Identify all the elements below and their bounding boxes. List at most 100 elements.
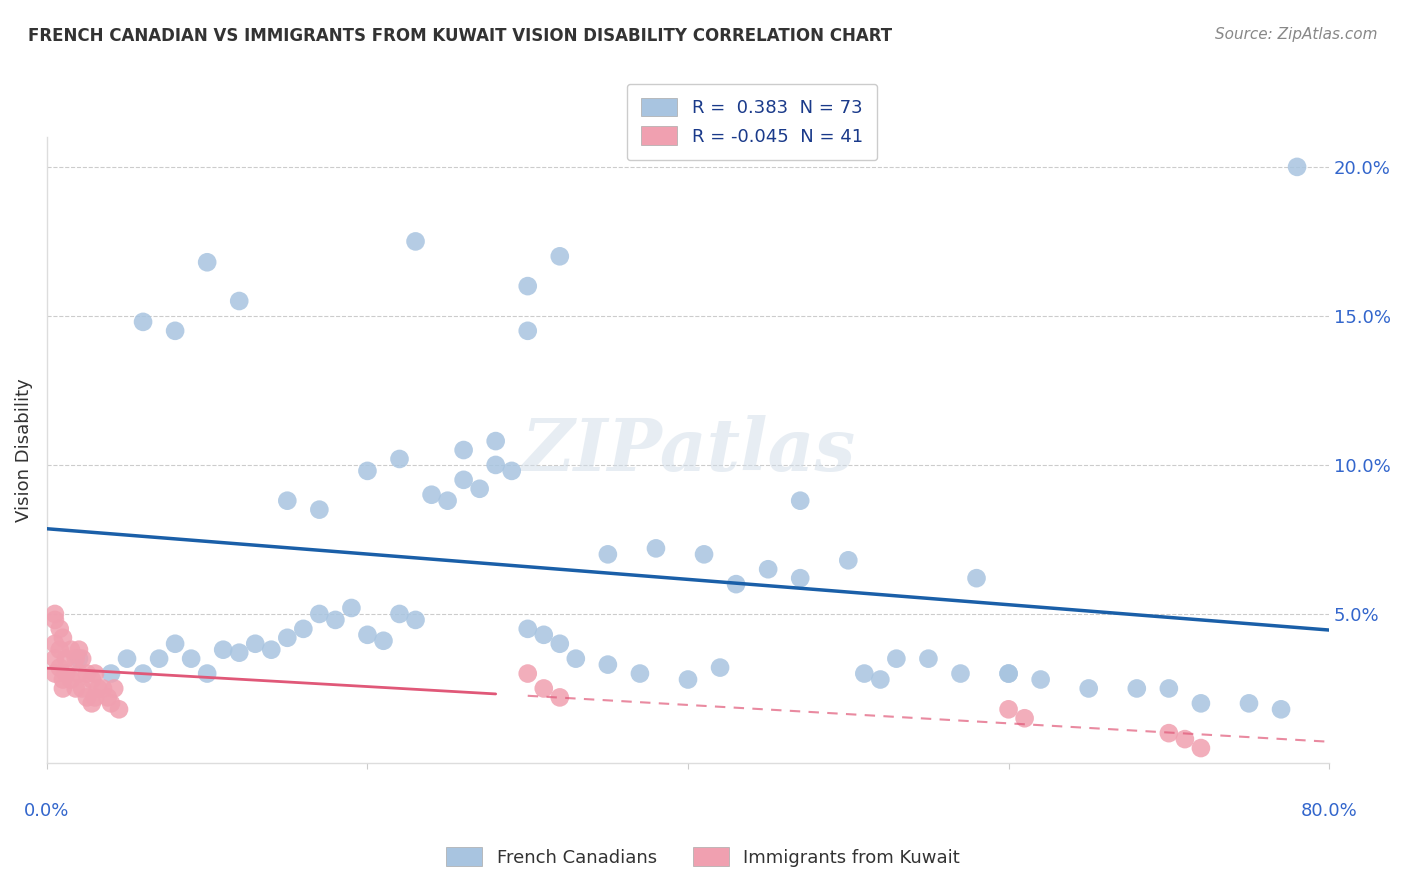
- Point: [516, 324, 538, 338]
- Point: [405, 235, 427, 249]
- Point: [52, 631, 75, 645]
- Point: [388, 607, 411, 621]
- Point: [195, 666, 218, 681]
- Point: [869, 673, 891, 687]
- Point: [596, 547, 619, 561]
- Point: [80, 673, 103, 687]
- Point: [966, 571, 988, 585]
- Point: [1286, 160, 1309, 174]
- Point: [55, 651, 77, 665]
- Point: [645, 541, 668, 556]
- Point: [501, 464, 523, 478]
- Text: Source: ZipAtlas.com: Source: ZipAtlas.com: [1215, 27, 1378, 42]
- Point: [245, 637, 267, 651]
- Point: [356, 628, 378, 642]
- Point: [228, 293, 250, 308]
- Y-axis label: Vision Disability: Vision Disability: [15, 378, 32, 522]
- Point: [108, 702, 131, 716]
- Point: [453, 473, 475, 487]
- Point: [59, 673, 82, 687]
- Point: [59, 642, 82, 657]
- Point: [165, 324, 187, 338]
- Point: [516, 622, 538, 636]
- Point: [516, 279, 538, 293]
- Point: [195, 255, 218, 269]
- Point: [1189, 697, 1212, 711]
- Point: [70, 681, 93, 696]
- Point: [886, 651, 908, 665]
- Point: [44, 666, 66, 681]
- Text: 0.0%: 0.0%: [24, 802, 69, 820]
- Point: [388, 452, 411, 467]
- Point: [373, 633, 395, 648]
- Point: [76, 690, 98, 705]
- Point: [91, 681, 114, 696]
- Legend: R =  0.383  N = 73, R = -0.045  N = 41: R = 0.383 N = 73, R = -0.045 N = 41: [627, 84, 877, 161]
- Point: [55, 666, 77, 681]
- Point: [789, 493, 811, 508]
- Point: [949, 666, 972, 681]
- Point: [1270, 702, 1292, 716]
- Point: [44, 651, 66, 665]
- Point: [325, 613, 347, 627]
- Point: [693, 547, 716, 561]
- Point: [228, 646, 250, 660]
- Point: [1157, 726, 1180, 740]
- Point: [67, 642, 90, 657]
- Point: [103, 681, 125, 696]
- Point: [1237, 697, 1260, 711]
- Point: [1029, 673, 1052, 687]
- Point: [52, 681, 75, 696]
- Point: [76, 666, 98, 681]
- Point: [48, 642, 70, 657]
- Point: [436, 493, 458, 508]
- Point: [67, 651, 90, 665]
- Point: [676, 673, 699, 687]
- Text: ZIPatlas: ZIPatlas: [522, 415, 855, 485]
- Point: [84, 690, 107, 705]
- Point: [1189, 741, 1212, 756]
- Point: [548, 249, 571, 263]
- Point: [340, 601, 363, 615]
- Point: [485, 434, 508, 448]
- Point: [853, 666, 876, 681]
- Point: [485, 458, 508, 472]
- Point: [65, 681, 87, 696]
- Point: [756, 562, 779, 576]
- Point: [100, 697, 122, 711]
- Point: [292, 622, 315, 636]
- Point: [405, 613, 427, 627]
- Point: [596, 657, 619, 672]
- Point: [516, 666, 538, 681]
- Point: [148, 651, 170, 665]
- Point: [308, 502, 330, 516]
- Point: [132, 666, 155, 681]
- Point: [356, 464, 378, 478]
- Point: [548, 690, 571, 705]
- Point: [132, 315, 155, 329]
- Point: [565, 651, 588, 665]
- Point: [115, 651, 138, 665]
- Point: [453, 443, 475, 458]
- Point: [84, 666, 107, 681]
- Text: 80.0%: 80.0%: [1301, 802, 1358, 820]
- Point: [628, 666, 651, 681]
- Point: [180, 651, 202, 665]
- Point: [48, 622, 70, 636]
- Point: [276, 493, 298, 508]
- Point: [97, 690, 120, 705]
- Point: [80, 697, 103, 711]
- Point: [533, 628, 555, 642]
- Point: [308, 607, 330, 621]
- Point: [44, 607, 66, 621]
- Point: [917, 651, 939, 665]
- Point: [1157, 681, 1180, 696]
- Point: [533, 681, 555, 696]
- Point: [997, 702, 1019, 716]
- Point: [44, 613, 66, 627]
- Point: [276, 631, 298, 645]
- Point: [997, 666, 1019, 681]
- Point: [1077, 681, 1099, 696]
- Point: [468, 482, 491, 496]
- Point: [709, 660, 731, 674]
